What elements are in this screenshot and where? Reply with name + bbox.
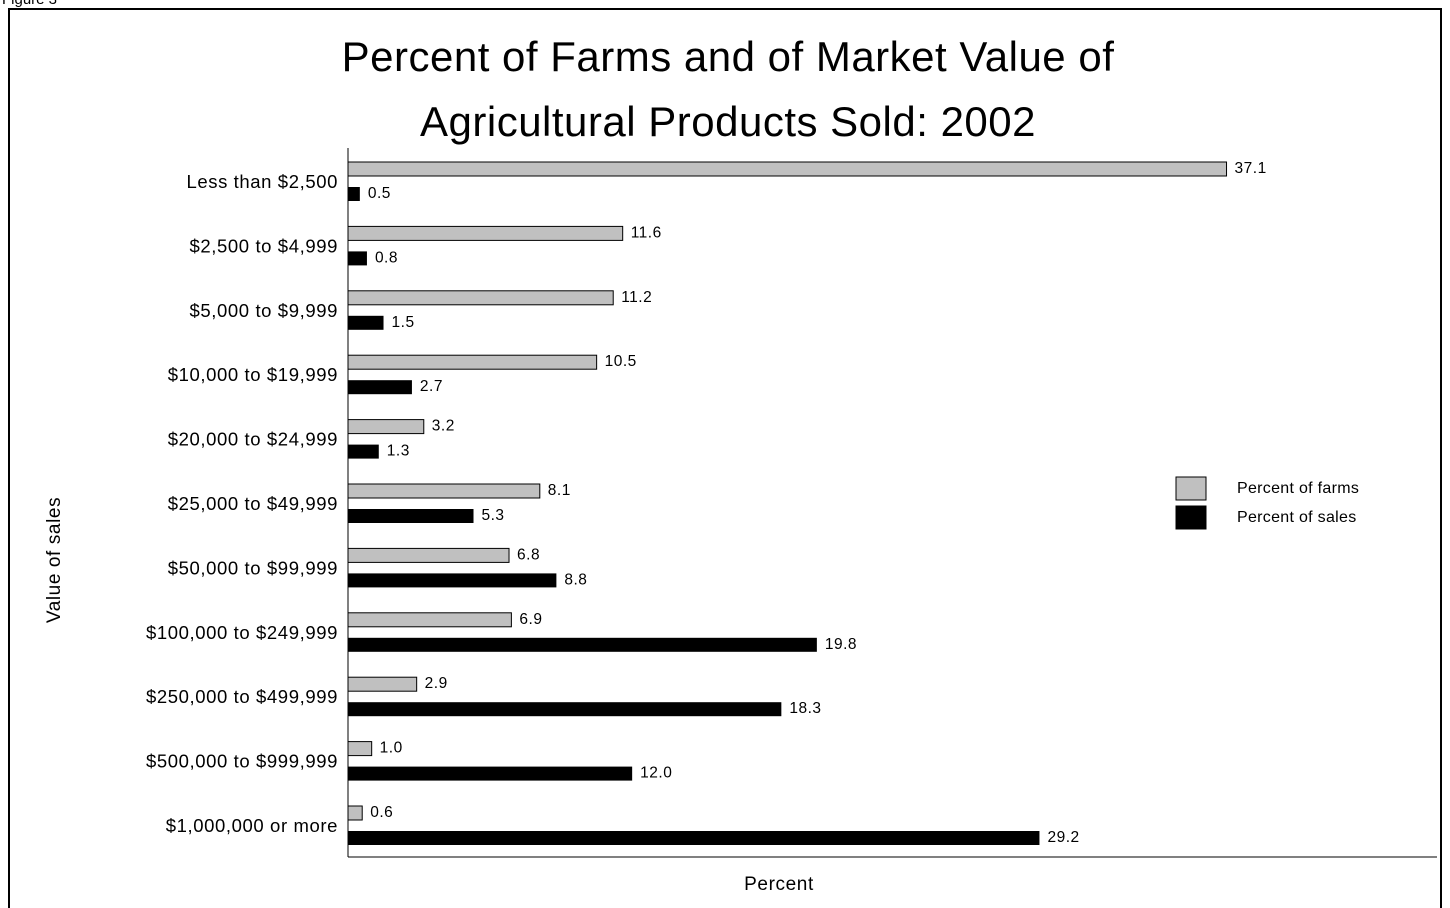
farms-bar (347, 483, 541, 499)
category-label: $500,000 to $999,999 (146, 751, 338, 772)
data-label: 10.5 (605, 353, 637, 370)
farms-bar (347, 290, 614, 306)
data-label: 8.1 (548, 482, 571, 499)
data-label: 0.8 (375, 249, 398, 266)
sales-bar (348, 702, 782, 717)
category-label: $250,000 to $499,999 (146, 686, 338, 707)
chart-frame (8, 8, 1442, 908)
category-label: $1,000,000 or more (166, 815, 338, 836)
legend-swatch (1175, 476, 1207, 501)
legend-label: Percent of sales (1237, 509, 1357, 526)
data-label: 19.8 (825, 636, 857, 653)
farms-bar (347, 741, 373, 757)
data-label: 12.0 (640, 765, 672, 782)
category-label: $20,000 to $24,999 (168, 429, 338, 450)
farms-bar (347, 805, 363, 821)
category-label: $2,500 to $4,999 (190, 235, 338, 256)
data-label: 37.1 (1235, 160, 1267, 177)
category-label: $50,000 to $99,999 (168, 557, 338, 578)
figure-caption: Figure 3 (2, 0, 57, 8)
y-axis-title: Value of sales (44, 497, 65, 623)
farms-bar (347, 161, 1228, 177)
data-label: 6.9 (519, 611, 542, 628)
farms-bar (347, 225, 624, 241)
farms-bar (347, 676, 418, 692)
data-label: 1.0 (380, 740, 403, 757)
category-label: Less than $2,500 (186, 171, 338, 192)
farms-bar (347, 354, 598, 370)
sales-bar (348, 573, 557, 588)
sales-bar (348, 766, 633, 781)
data-label: 29.2 (1047, 829, 1079, 846)
data-label: 11.2 (621, 289, 652, 306)
data-label: 0.6 (370, 804, 393, 821)
data-label: 2.9 (425, 675, 448, 692)
data-label: 11.6 (631, 224, 662, 241)
category-label: $10,000 to $19,999 (168, 364, 338, 385)
chart-title-line-1: Percent of Farms and of Market Value of (341, 33, 1115, 80)
data-label: 18.3 (789, 700, 821, 717)
data-label: 8.8 (564, 571, 587, 588)
category-label: $5,000 to $9,999 (190, 300, 338, 321)
sales-bar (348, 444, 379, 459)
data-label: 2.7 (420, 378, 443, 395)
farms-bar (347, 612, 512, 628)
data-label: 5.3 (482, 507, 505, 524)
legend-swatch (1175, 505, 1207, 530)
data-label: 3.2 (432, 418, 455, 435)
legend-label: Percent of farms (1237, 480, 1359, 497)
data-label: 1.5 (392, 314, 415, 331)
farms-bar (347, 419, 425, 435)
sales-bar (348, 831, 1040, 845)
data-label: 1.3 (387, 443, 410, 460)
sales-bar (348, 315, 384, 330)
sales-bar (348, 637, 817, 652)
sales-bar (348, 380, 412, 395)
data-label: 0.5 (368, 185, 391, 202)
sales-bar (348, 251, 367, 266)
sales-bar (348, 187, 360, 201)
sales-bar (348, 509, 474, 523)
x-axis-title: Percent (744, 874, 814, 895)
category-label: $25,000 to $49,999 (168, 493, 338, 514)
farms-bar (347, 547, 510, 563)
chart-title-line-2: Agricultural Products Sold: 2002 (420, 98, 1036, 145)
data-label: 6.8 (517, 546, 540, 563)
category-label: $100,000 to $249,999 (146, 622, 338, 643)
